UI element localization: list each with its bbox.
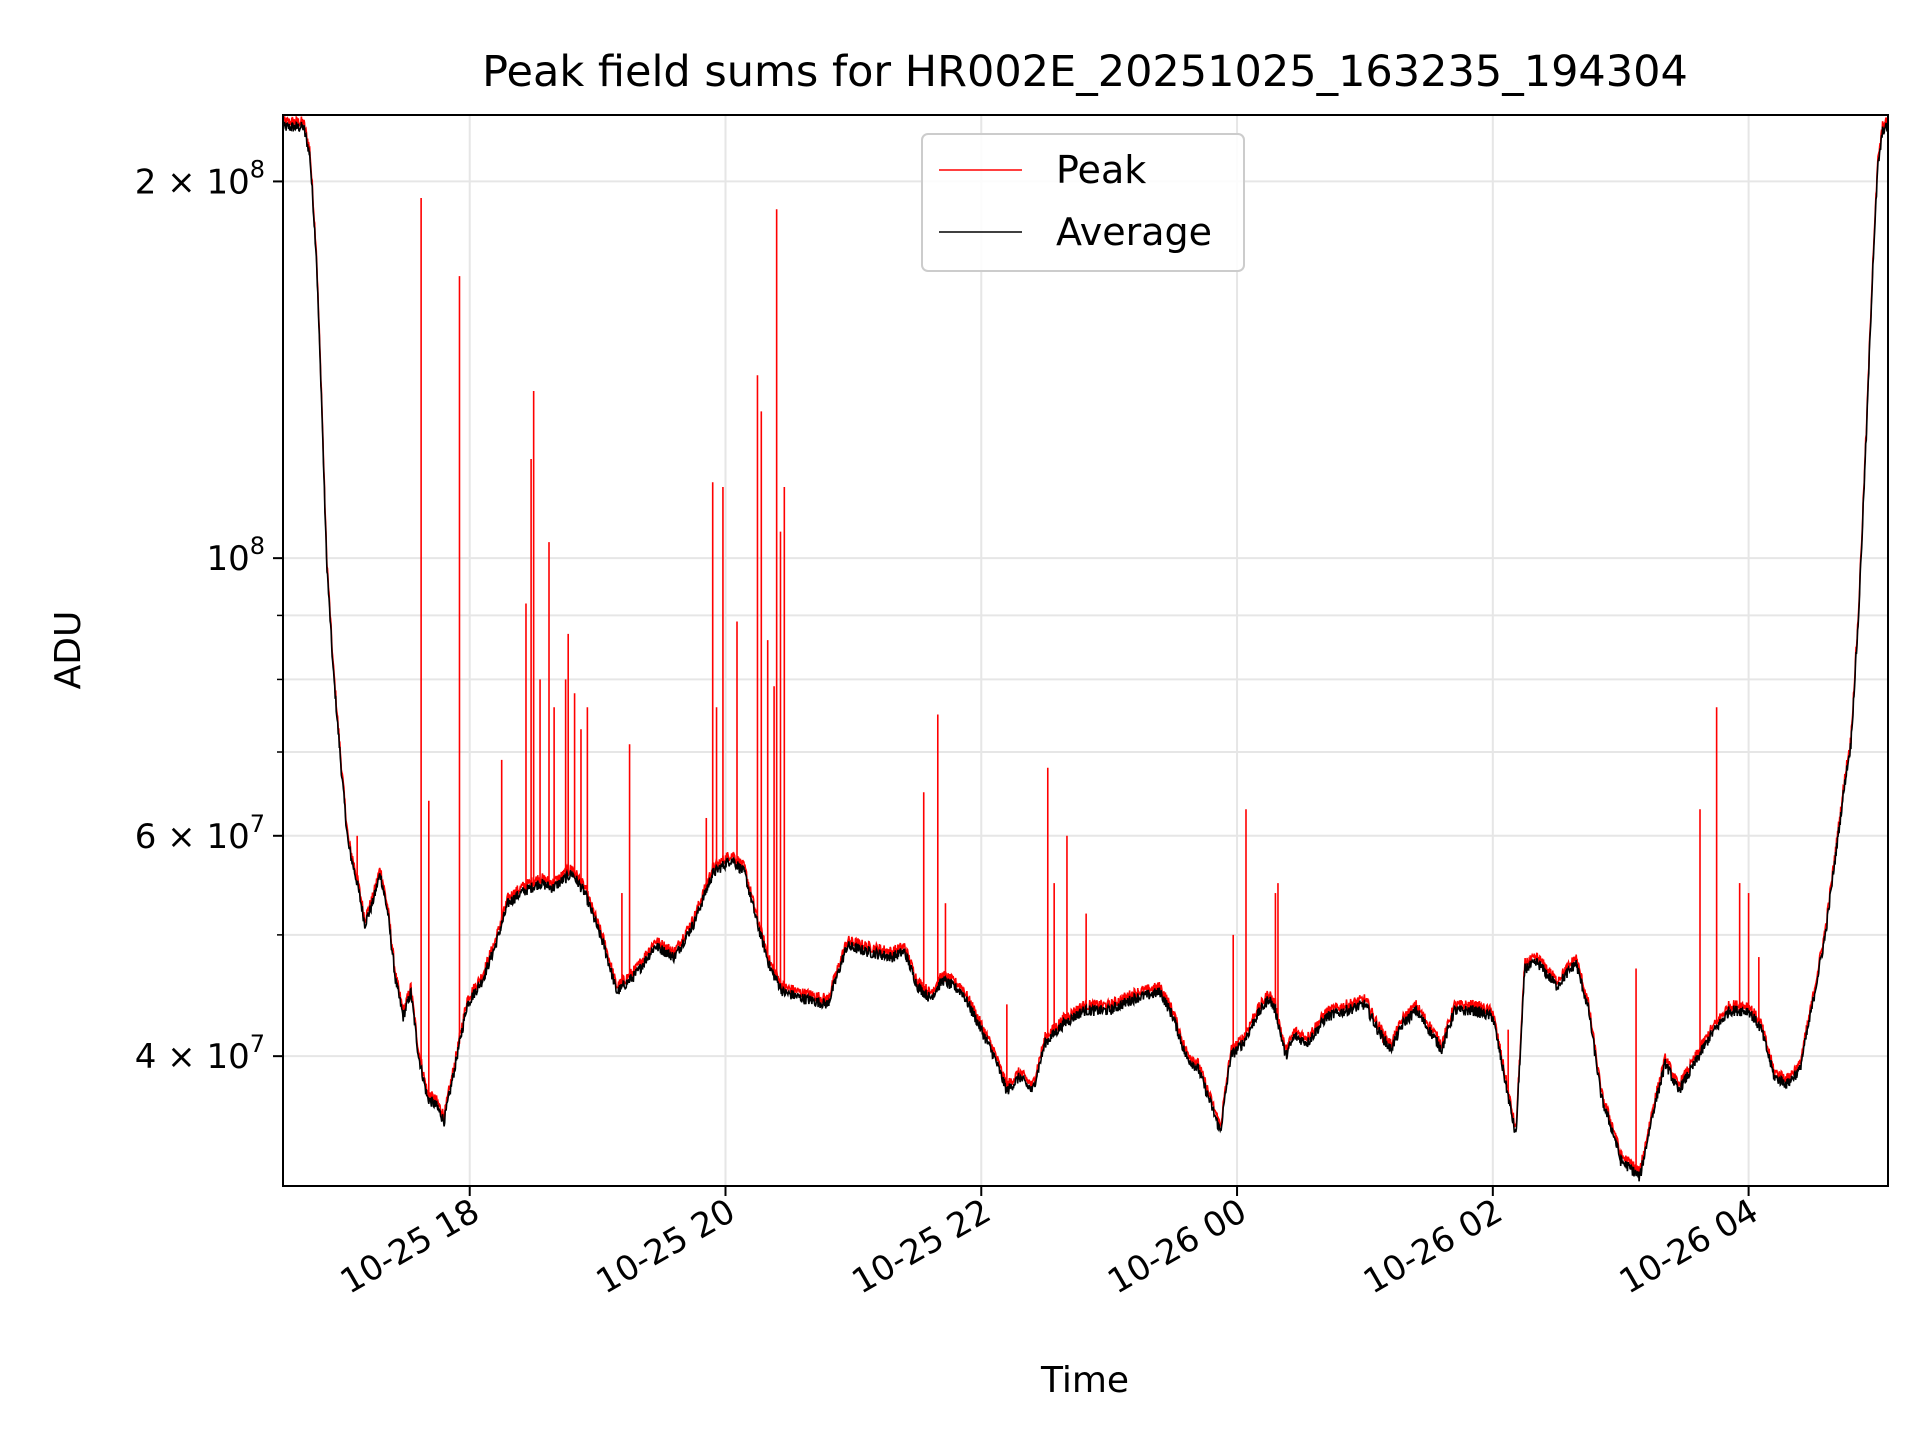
y-tick-label: 4 × 107 [135,1030,265,1077]
average-line [283,120,1888,1182]
y-axis-label: ADU [48,611,89,690]
legend: Peak Average [921,133,1245,272]
legend-box [921,133,1245,272]
grid [283,115,1888,1186]
series-layer [283,115,1888,1182]
x-axis-label: Time [1040,1360,1129,1401]
legend-peak-label: Peak [1056,148,1146,192]
plot-frame [282,114,1889,1187]
legend-average-label: Average [1056,210,1212,254]
y-tick-label: 6 × 107 [135,810,265,857]
y-tick-label: 108 [206,532,265,579]
y-tick-label: 2 × 108 [135,155,265,202]
chart-title: Peak field sums for HR002E_20251025_1632… [482,47,1688,97]
